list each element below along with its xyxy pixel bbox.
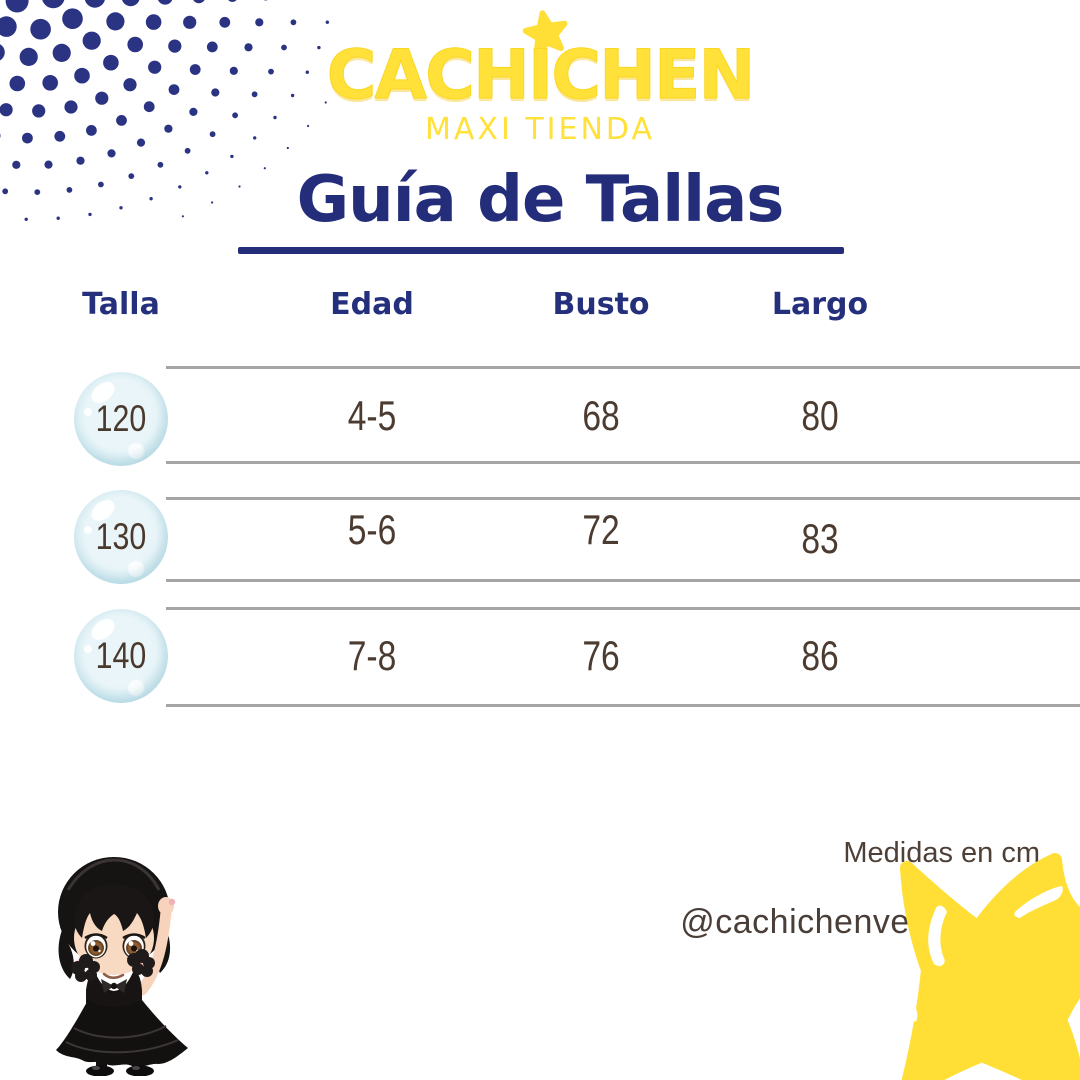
row-divider (166, 579, 1080, 582)
row-divider (166, 704, 1080, 707)
units-note: Medidas en cm (843, 837, 1040, 869)
social-handle: @cachichenve (680, 903, 910, 941)
brand-logo-text: CACHICHEN (326, 36, 756, 115)
size-bubble-130: 130 (74, 490, 168, 584)
cell-largo: 86 (801, 632, 839, 679)
cell-largo: 80 (801, 392, 839, 439)
size-bubble-120: 120 (74, 372, 168, 466)
column-header-busto: Busto (552, 287, 650, 322)
title-underline (238, 247, 844, 254)
cell-busto: 68 (582, 392, 620, 439)
brand-subtitle: MAXI TIENDA (424, 112, 655, 147)
cell-edad: 7-8 (347, 632, 397, 679)
wednesday-girl-mascot (56, 857, 188, 1076)
size-value: 140 (95, 635, 147, 676)
size-bubble-140: 140 (74, 609, 168, 703)
size-value: 120 (95, 398, 147, 439)
logo-star-icon (522, 10, 568, 56)
cell-busto: 76 (582, 632, 620, 679)
halftone-dots-pattern (0, 0, 329, 221)
column-header-edad: Edad (330, 287, 414, 322)
cell-edad: 5-6 (347, 506, 397, 553)
column-header-talla: Talla (82, 287, 160, 322)
cell-busto: 72 (582, 506, 620, 553)
star-burst-icon (900, 853, 1080, 1080)
cell-largo: 83 (801, 515, 839, 562)
row-divider (166, 607, 1080, 610)
row-divider (166, 497, 1080, 500)
row-divider (166, 366, 1080, 369)
page-title: Guía de Tallas (296, 163, 785, 237)
cell-edad: 4-5 (347, 392, 397, 439)
column-header-largo: Largo (771, 287, 869, 322)
row-divider (166, 461, 1080, 464)
size-value: 130 (95, 516, 147, 557)
